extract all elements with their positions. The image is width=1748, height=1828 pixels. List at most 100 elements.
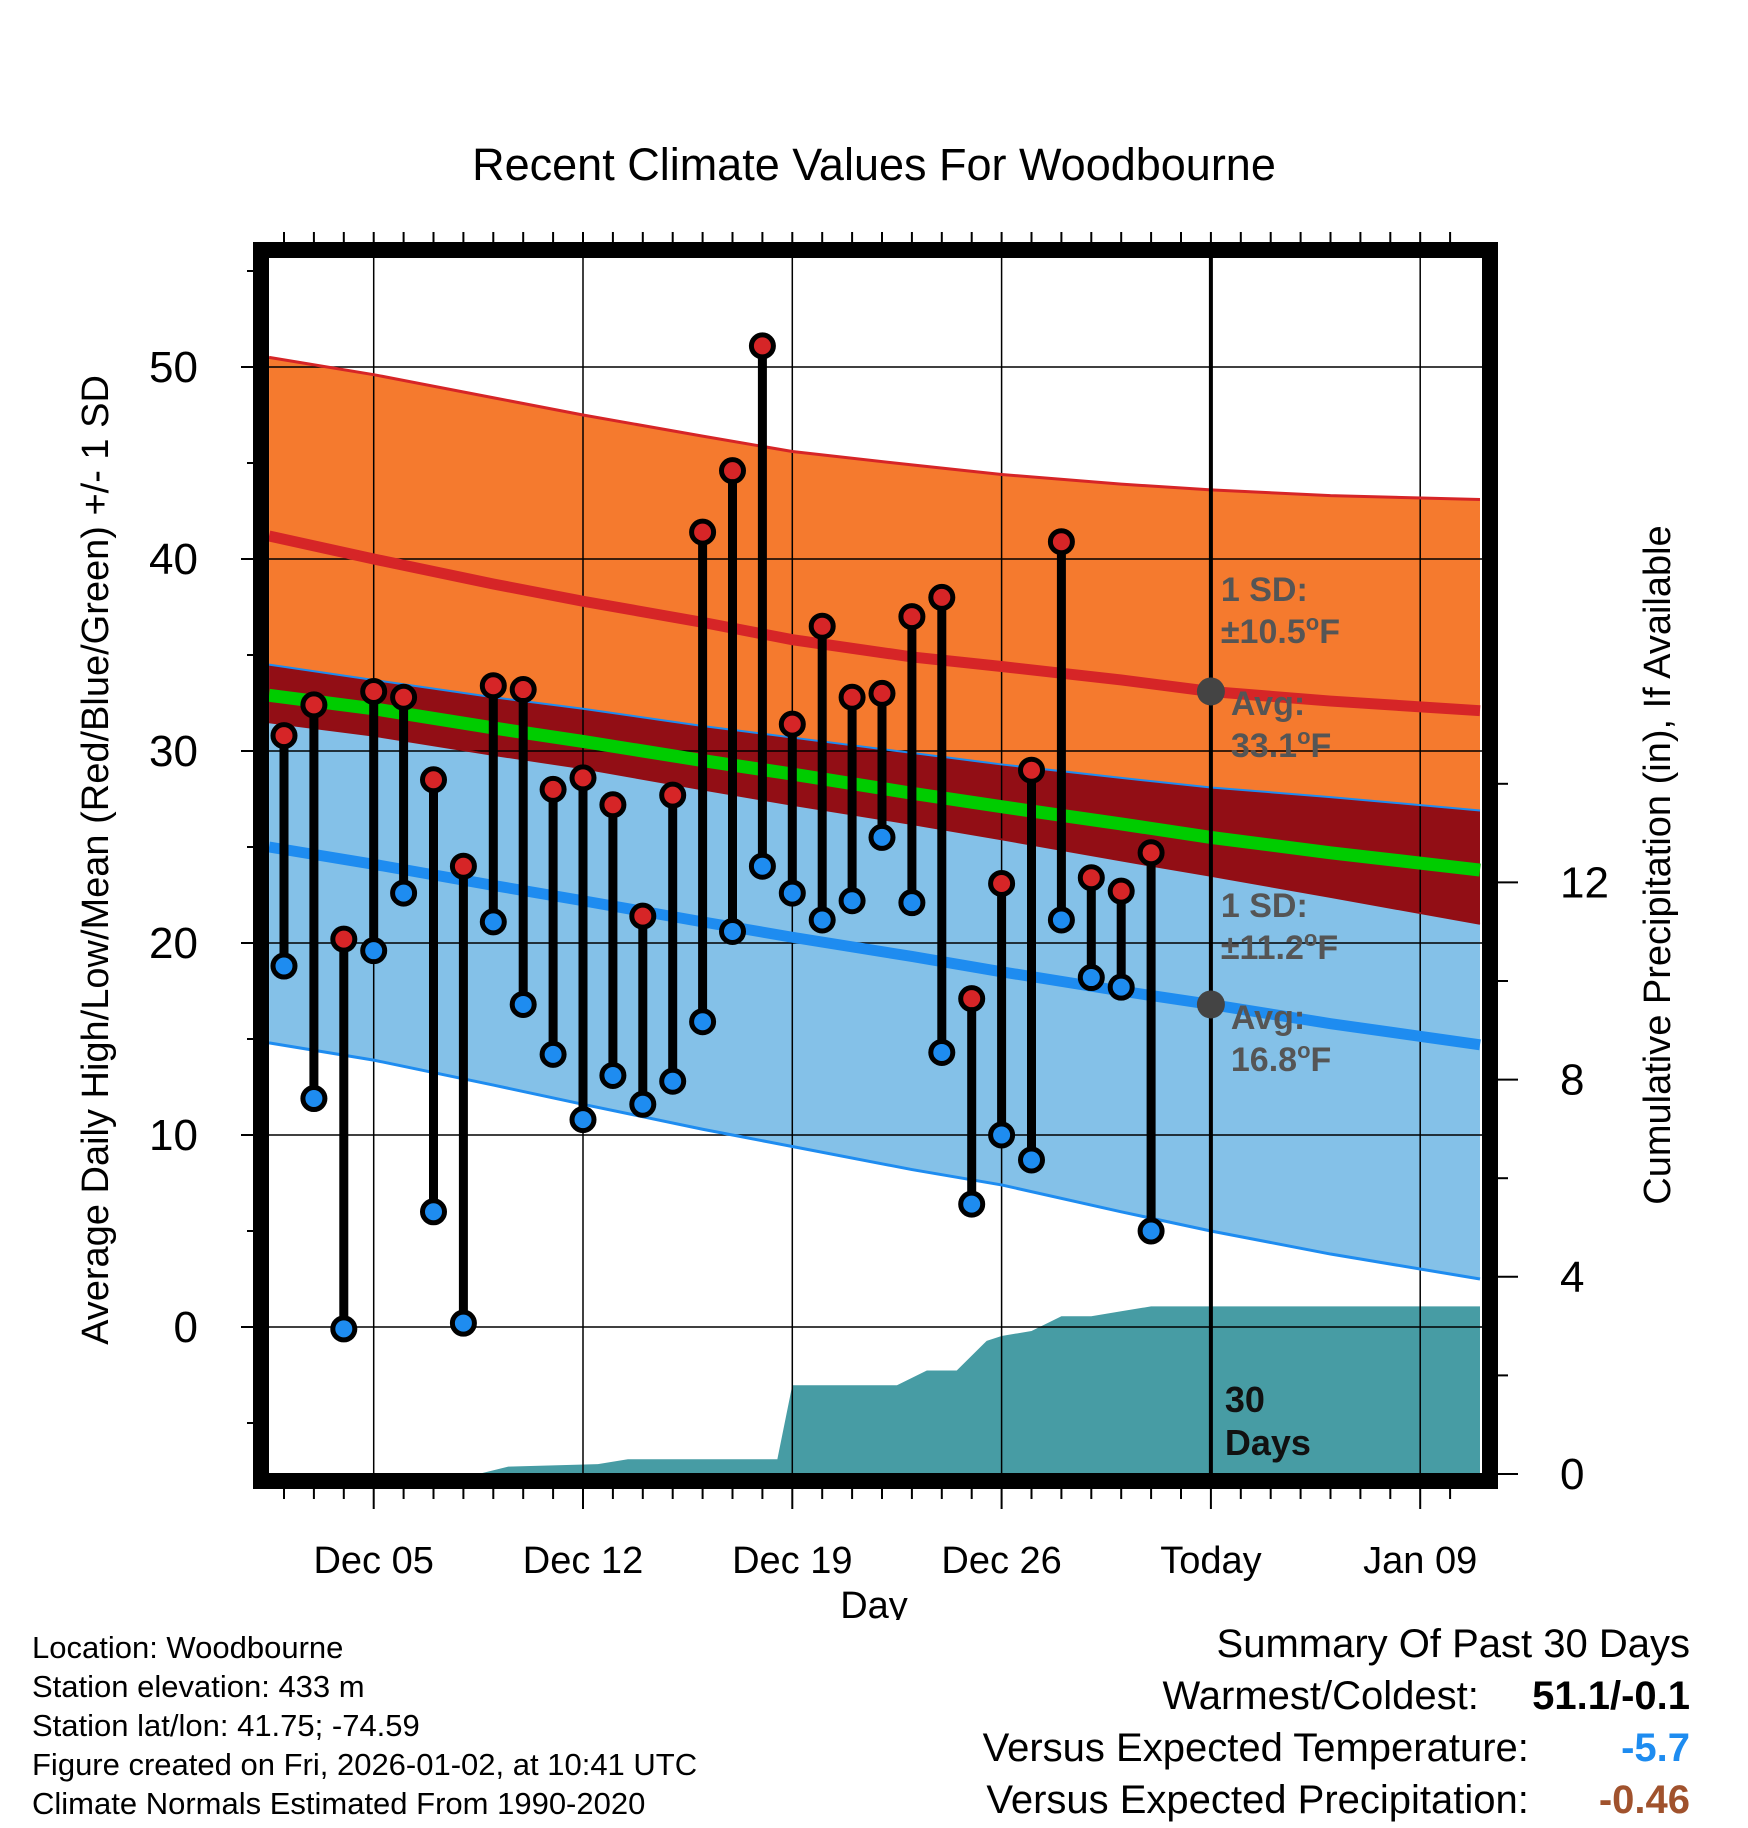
low-avg-annotation-line1: Avg:: [1231, 999, 1305, 1037]
daily-high-point: [629, 902, 657, 930]
chart-title: Recent Climate Values For Woodbourne: [472, 139, 1276, 190]
daily-high-point: [479, 672, 507, 700]
daily-high-point: [689, 518, 717, 546]
daily-low-point: [1018, 1146, 1045, 1174]
x-axis-label: Day: [840, 1585, 908, 1620]
daily-high-point: [360, 677, 388, 705]
daily-low-point: [539, 1040, 567, 1068]
overlap-band: [269, 664, 1480, 924]
daily-high-point: [300, 691, 328, 719]
daily-low-point: [449, 1309, 477, 1337]
high-sd-band: [269, 357, 1480, 811]
daily-low-point: [509, 990, 537, 1018]
daily-low-point: [808, 906, 836, 934]
daily-high-point: [509, 676, 537, 704]
low-sd-annotation-line1: 1 SD:: [1221, 887, 1308, 925]
summary-temp-label: Versus Expected Temperature:: [982, 1726, 1529, 1770]
climate-chart: Recent Climate Values For Woodbourne 1 S…: [75, 139, 1679, 1620]
y-right-tick-label: 8: [1560, 1056, 1584, 1105]
x-tick-label: Jan 09: [1363, 1540, 1477, 1582]
summary-warmest-row: Warmest/Coldest: 51.1/-0.1: [983, 1670, 1691, 1722]
low-sd-band: [269, 722, 1480, 1279]
daily-high-point: [838, 683, 866, 711]
daily-low-point: [958, 1190, 986, 1218]
y-tick-label: 50: [149, 343, 198, 392]
low-minus-sd-line: [268, 1041, 1481, 1281]
daily-low-point: [300, 1085, 328, 1113]
x-tick-label: Today: [1160, 1540, 1261, 1582]
y-axis-label-left: Average Daily High/Low/Mean (Red/Blue/Gr…: [75, 375, 117, 1345]
summary-precip-row: Versus Expected Precipitation: -0.46: [983, 1774, 1690, 1826]
y-tick-label: 10: [149, 1111, 198, 1160]
daily-low-point: [270, 952, 298, 980]
daily-low-point: [659, 1067, 687, 1095]
low-avg-annotation-line2: 16.8oF: [1231, 1038, 1331, 1079]
daily-low-point: [1137, 1217, 1165, 1245]
daily-low-point: [898, 889, 926, 917]
daily-high-point: [719, 457, 746, 485]
y-tick-label: 20: [149, 919, 198, 968]
axes: 0 10 20 30 40 50 0 4 8 12 Dec 05 Dec 12 Dec 19 Dec 26…: [149, 232, 1609, 1582]
summary-panel: Summary Of Past 30 Days Warmest/Coldest:…: [983, 1618, 1690, 1826]
y-right-tick-label: 12: [1560, 858, 1609, 907]
info-normals: Climate Normals Estimated From 1990-2020: [32, 1786, 646, 1821]
daily-high-point: [898, 603, 926, 631]
daily-low-point: [1107, 973, 1135, 1001]
daily-high-point: [569, 764, 597, 792]
summary-precip-label: Versus Expected Precipitation:: [986, 1778, 1529, 1822]
summary-warmest-value: 51.1/-0.1: [1532, 1674, 1690, 1718]
info-location: Location: Woodbourne: [32, 1630, 344, 1665]
x-tick-label: Dec 12: [523, 1540, 643, 1582]
station-info: Location: Woodbourne Station elevation: …: [32, 1628, 697, 1823]
daily-high-point: [1077, 864, 1105, 892]
y-axis-label-right: Cumulative Precipitation (in), If Availa…: [1637, 525, 1679, 1204]
precipitation-area: [478, 1306, 1481, 1474]
daily-low-point: [689, 1008, 717, 1036]
daily-high-point: [330, 925, 358, 953]
daily-high-point: [778, 710, 806, 738]
low-average-line: [268, 841, 1481, 1051]
high-plus-sd-line: [268, 355, 1481, 501]
daily-high-point: [958, 985, 986, 1013]
y-tick-label: 40: [149, 535, 198, 584]
daily-low-point: [629, 1090, 657, 1118]
high-sd-annotation-line1: 1 SD:: [1221, 571, 1308, 609]
daily-high-point: [390, 683, 418, 711]
daily-low-point: [719, 917, 746, 945]
daily-low-point: [928, 1038, 956, 1066]
daily-high-point: [808, 612, 836, 640]
low-average-marker: [1196, 990, 1225, 1019]
daily-low-point: [868, 823, 896, 851]
plot-frame: [253, 242, 1498, 1489]
daily-low-point: [360, 937, 388, 965]
x-tick-label: Dec 26: [941, 1540, 1061, 1582]
summary-temp-value: -5.7: [1621, 1726, 1690, 1770]
daily-low-point: [1077, 964, 1105, 992]
daily-low-point: [330, 1315, 358, 1343]
daily-high-point: [420, 766, 447, 794]
high-avg-annotation-line2: 33.1oF: [1231, 724, 1331, 765]
days-label-text: Days: [1225, 1422, 1311, 1463]
info-elevation: Station elevation: 433 m: [32, 1669, 365, 1704]
daily-low-point: [420, 1198, 447, 1226]
daily-high-point: [1047, 528, 1075, 556]
high-sd-annotation-line2: ±10.5oF: [1221, 610, 1340, 651]
daily-low-point: [988, 1121, 1016, 1149]
daily-high-point: [270, 722, 298, 750]
daily-high-point: [659, 781, 687, 809]
daily-high-point: [1107, 877, 1135, 905]
daily-low-point: [390, 879, 418, 907]
daily-low-point: [748, 852, 776, 880]
x-tick-label: Dec 19: [732, 1540, 852, 1582]
daily-high-point: [539, 775, 567, 803]
daily-low-point: [569, 1106, 597, 1134]
days-label-number: 30: [1225, 1379, 1265, 1420]
summary-title: Summary Of Past 30 Days: [1216, 1622, 1690, 1666]
y-tick-label: 30: [149, 727, 198, 776]
daily-high-point: [868, 679, 896, 707]
info-created: Figure created on Fri, 2026-01-02, at 10…: [32, 1747, 698, 1782]
daily-high-point: [1137, 839, 1165, 867]
daily-low-point: [778, 879, 806, 907]
high-avg-annotation-line1: Avg:: [1231, 685, 1305, 723]
